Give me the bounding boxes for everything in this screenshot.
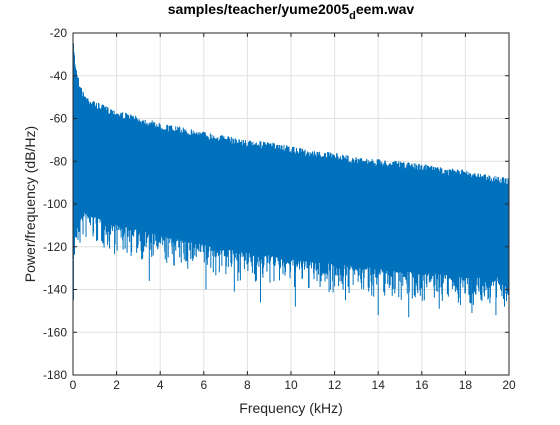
y-axis-label: Power/frequency (dB/Hz) bbox=[22, 126, 38, 282]
x-tick-label: 18 bbox=[459, 378, 473, 392]
x-tick-label: 0 bbox=[70, 378, 77, 392]
y-tick-label: -80 bbox=[50, 154, 68, 168]
x-tick-label: 16 bbox=[415, 378, 429, 392]
y-tick-label: -140 bbox=[43, 283, 67, 297]
y-tick-label: -60 bbox=[50, 112, 68, 126]
y-tick-label: -100 bbox=[43, 197, 67, 211]
x-axis-label: Frequency (kHz) bbox=[239, 400, 342, 416]
y-tick-label: -160 bbox=[43, 325, 67, 339]
y-tick-label: -180 bbox=[43, 368, 67, 382]
y-tick-label: -40 bbox=[50, 69, 68, 83]
y-tick-label: -120 bbox=[43, 240, 67, 254]
y-tick-label: -20 bbox=[50, 26, 68, 40]
x-tick-label: 12 bbox=[328, 378, 342, 392]
x-tick-label: 2 bbox=[113, 378, 120, 392]
title-main: samples/teacher/yume2005 bbox=[167, 1, 350, 17]
title-tail: eem.wav bbox=[355, 1, 415, 17]
x-tick-label: 20 bbox=[502, 378, 516, 392]
x-tick-label: 8 bbox=[244, 378, 251, 392]
x-tick-label: 10 bbox=[284, 378, 298, 392]
chart-title: samples/teacher/yume2005deem.wav bbox=[73, 1, 509, 22]
x-tick-label: 14 bbox=[372, 378, 386, 392]
x-tick-label: 6 bbox=[200, 378, 207, 392]
x-tick-label: 4 bbox=[157, 378, 164, 392]
title-subscript: d bbox=[349, 10, 356, 22]
